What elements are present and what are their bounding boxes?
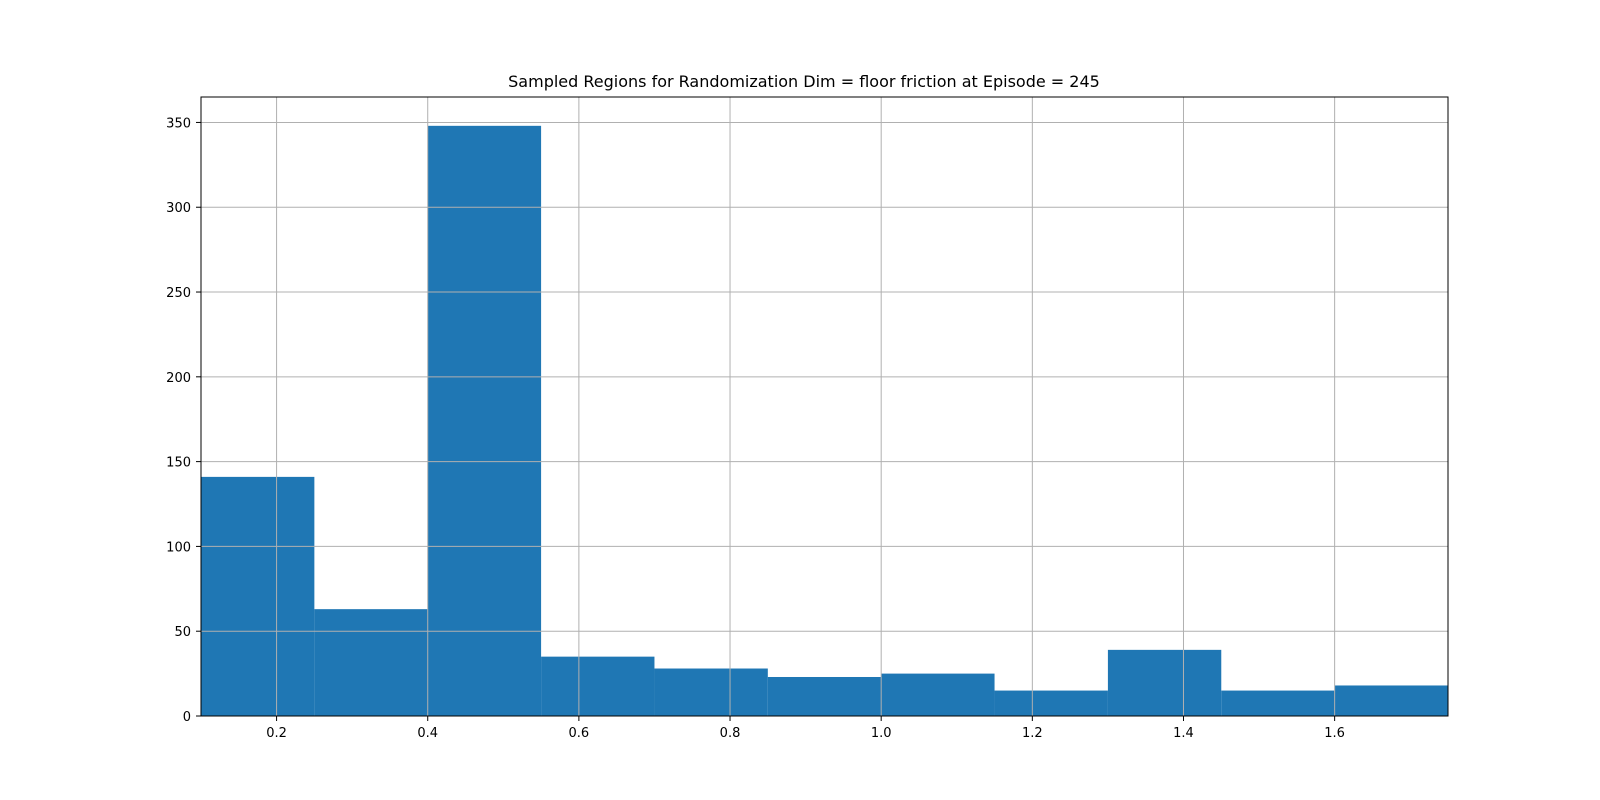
y-tick-label: 250 [166, 286, 191, 301]
plot-frame [200, 96, 1449, 717]
histogram-bar [201, 476, 315, 716]
histogram-bar [541, 656, 655, 716]
y-tick-label: 200 [166, 371, 191, 386]
x-tick-label: 1.0 [871, 726, 892, 741]
x-tick-label: 0.6 [569, 726, 590, 741]
x-tick-label: 1.2 [1022, 726, 1043, 741]
histogram-bar [1334, 685, 1448, 716]
histogram-bar [314, 609, 428, 716]
y-tick-label: 300 [166, 201, 191, 216]
axes-layer [200, 96, 1449, 717]
y-tick-label: 50 [174, 625, 191, 640]
x-tick-label: 0.2 [266, 726, 287, 741]
x-tick-label: 1.6 [1324, 726, 1345, 741]
y-tick-label: 0 [183, 710, 191, 725]
x-tick-label: 0.8 [720, 726, 741, 741]
ticks-layer: 0.2 0.4 0.6 0.8 1.0 1.2 1.4 1.6 0 50 100 150 200 250 3… [166, 116, 1345, 741]
histogram-bar [881, 673, 995, 716]
histogram-bar [654, 668, 768, 716]
histogram-bar [767, 676, 882, 716]
y-tick-label: 100 [166, 540, 191, 555]
x-tick-label: 1.4 [1173, 726, 1194, 741]
y-tick-label: 150 [166, 456, 191, 471]
y-tick-label: 350 [166, 116, 191, 131]
x-tick-label: 0.4 [417, 726, 438, 741]
histogram-bar [1221, 690, 1335, 716]
histogram-bar [994, 690, 1108, 716]
histogram-bar [427, 125, 542, 716]
bars-layer [201, 125, 1448, 716]
chart-title: Sampled Regions for Randomization Dim = … [508, 72, 1100, 91]
histogram-bar [1107, 649, 1222, 716]
